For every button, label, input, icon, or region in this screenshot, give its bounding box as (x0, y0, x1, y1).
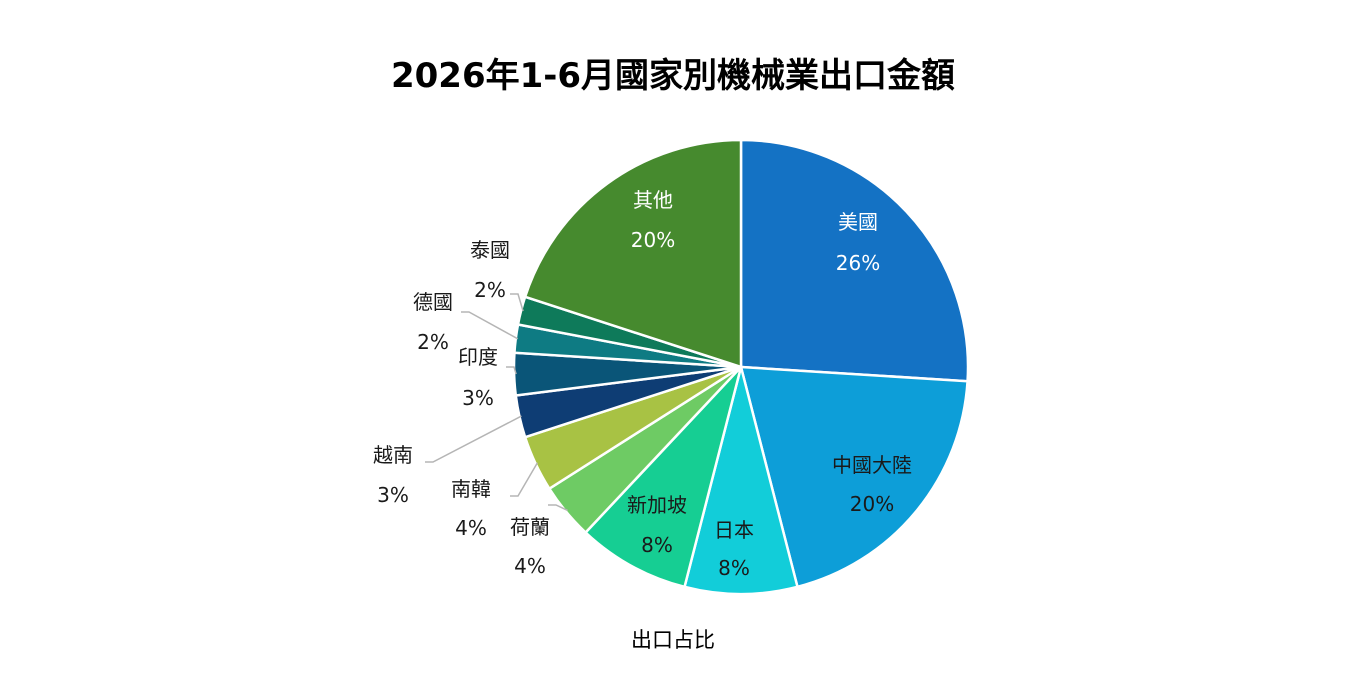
slice-percent-label: 20% (850, 492, 894, 516)
slice-name-label: 中國大陸 (832, 453, 912, 477)
slice-name-label: 美國 (838, 210, 878, 234)
slice-percent-label: 2% (474, 278, 506, 302)
slice-percent-label: 3% (462, 386, 494, 410)
slice-name-label: 泰國 (470, 238, 510, 262)
slice-name-label: 印度 (458, 345, 498, 369)
leader-line (506, 366, 517, 375)
slice-name-label: 德國 (413, 290, 453, 314)
chart-title: 2026年1-6月國家別機械業出口金額 (390, 56, 956, 96)
slice-percent-label: 8% (641, 533, 673, 557)
slice-percent-label: 4% (514, 554, 546, 578)
pie-slice (583, 366, 743, 589)
slice-percent-label: 20% (631, 228, 675, 252)
slice-name-label: 南韓 (451, 477, 491, 501)
slice-percent-label: 3% (377, 483, 409, 507)
leader-line (425, 415, 522, 463)
pie-slice (523, 138, 743, 369)
leader-line (461, 311, 519, 340)
leader-lines (425, 293, 568, 512)
pie-slice (683, 366, 799, 596)
leader-line (510, 462, 539, 497)
chart-caption: 出口占比 (631, 628, 715, 652)
slice-name-label: 荷蘭 (510, 515, 550, 539)
slice-percent-label: 8% (718, 556, 750, 580)
pie-slice (739, 365, 969, 589)
pie-slice (739, 138, 970, 383)
leader-line (548, 504, 568, 512)
slice-percent-label: 2% (417, 330, 449, 354)
leader-line (510, 293, 524, 312)
slice-percent-label: 26% (836, 251, 880, 275)
slice-name-label: 越南 (373, 443, 413, 467)
slice-name-label: 其他 (633, 188, 673, 212)
slice-labels: 美國 26% 中國大陸 20% 日本 8% 新加坡 8% 荷蘭 4% 南韓 4% 越南 3% 印度 3% 德國 2… (373, 188, 912, 580)
slice-percent-label: 4% (455, 516, 487, 540)
slice-name-label: 日本 (714, 518, 754, 542)
slice-name-label: 新加坡 (627, 493, 687, 517)
pie-slices (512, 138, 970, 596)
